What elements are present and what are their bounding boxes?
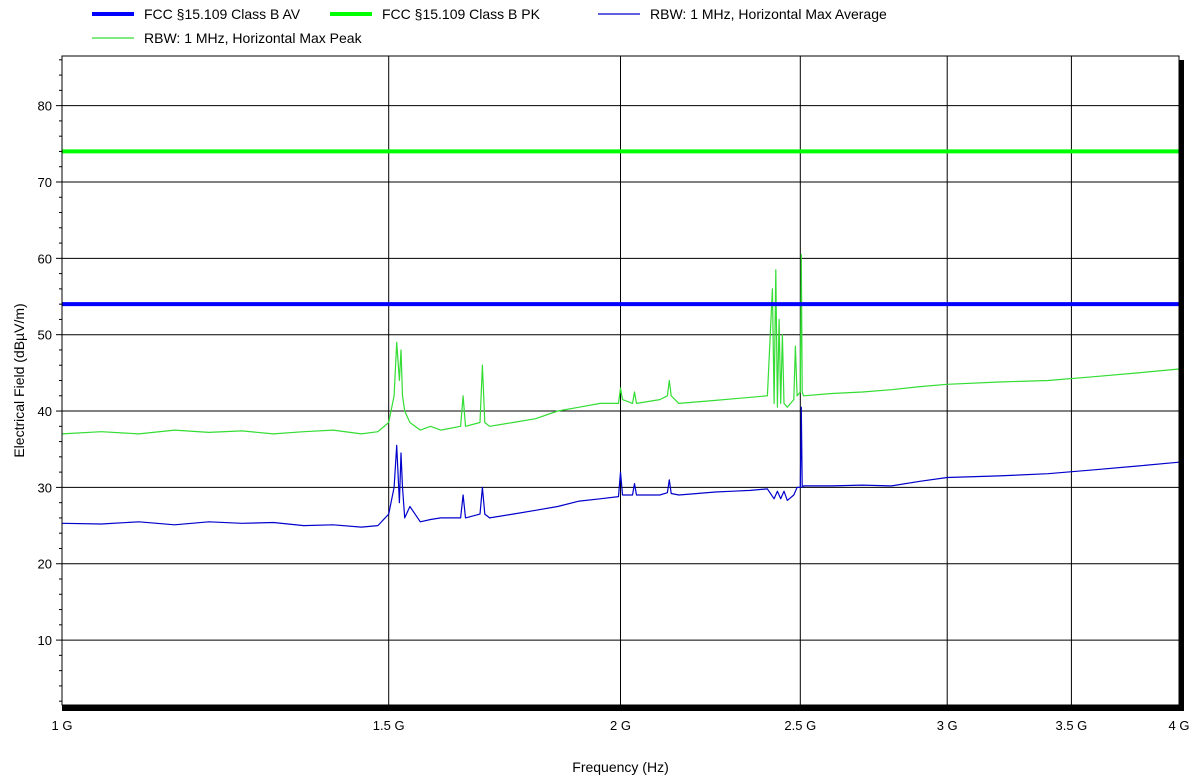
- x-axis-title: Frequency (Hz): [572, 759, 668, 775]
- x-tick-label: 1 G: [52, 718, 73, 733]
- series-layer: [61, 149, 1180, 528]
- y-tick-label: 80: [38, 99, 52, 114]
- y-tick-label: 30: [38, 480, 52, 495]
- legend-label: RBW: 1 MHz, Horizontal Max Average: [650, 6, 887, 22]
- series-line-4: [61, 253, 1180, 435]
- series-line-3: [61, 406, 1180, 528]
- y-tick-label: 60: [38, 251, 52, 266]
- legend-label: FCC §15.109 Class B AV: [144, 6, 301, 22]
- y-tick-label: 20: [38, 557, 52, 572]
- x-tick-label: 3 G: [937, 718, 958, 733]
- legend: FCC §15.109 Class B AV FCC §15.109 Class …: [92, 6, 887, 46]
- x-tick-label: 3.5 G: [1056, 718, 1088, 733]
- x-tick-label: 4 G: [1169, 718, 1190, 733]
- legend-label: RBW: 1 MHz, Horizontal Max Peak: [144, 30, 363, 46]
- y-tick-label: 50: [38, 328, 52, 343]
- plot-shadow-right: [1179, 60, 1184, 711]
- x-tick-label: 2 G: [610, 718, 631, 733]
- x-axis: 1 G 1.5 G 2 G 2.5 G 3 G 3.5 G 4 G: [52, 705, 1190, 733]
- plot-shadow-bottom: [62, 705, 1184, 711]
- y-tick-label: 10: [38, 633, 52, 648]
- grid: [62, 56, 1179, 705]
- y-tick-label: 70: [38, 175, 52, 190]
- y-tick-label: 40: [38, 404, 52, 419]
- y-axis: 10 20 30 40 50 60 70 80: [38, 59, 62, 702]
- x-tick-label: 1.5 G: [373, 718, 405, 733]
- x-tick-label: 2.5 G: [784, 718, 816, 733]
- y-axis-title: Electrical Field (dBµV/m): [11, 303, 27, 457]
- legend-label: FCC §15.109 Class B PK: [382, 6, 541, 22]
